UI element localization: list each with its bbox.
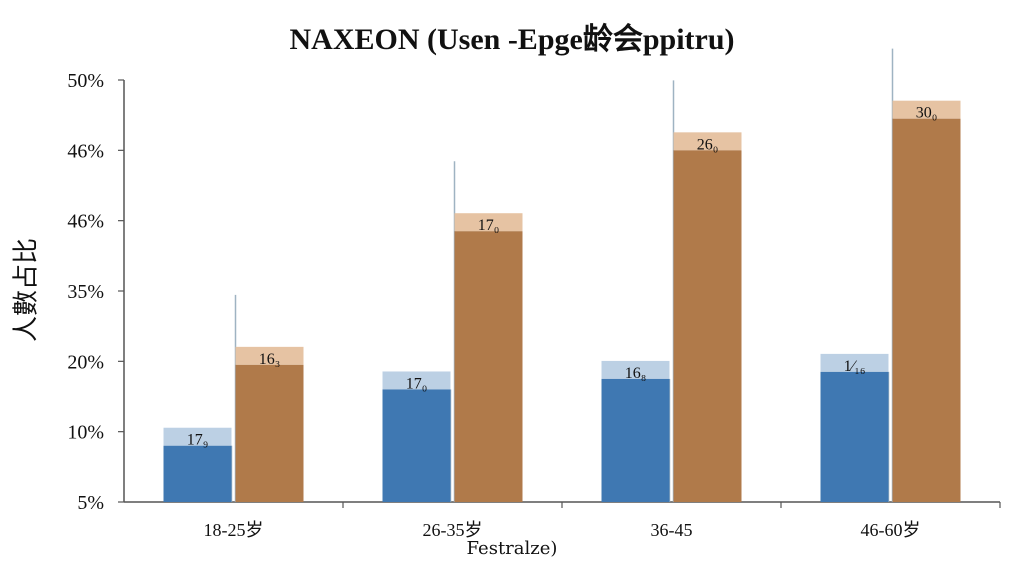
- bar-cap: [820, 353, 889, 372]
- bar: [382, 389, 451, 502]
- bar: [820, 371, 889, 502]
- bar-value-label: 16₈: [625, 365, 647, 382]
- chart-title: NAXEON (Usen -Epge龄会ppitru): [289, 23, 735, 56]
- x-axis-label: Festralze): [466, 538, 558, 559]
- bar-value-label: 30₀: [916, 105, 938, 122]
- bar: [235, 364, 304, 502]
- bar: [673, 150, 742, 503]
- bar-cap: [892, 100, 961, 119]
- bar: [163, 445, 232, 502]
- bar-cap: [235, 346, 304, 365]
- x-tick-label: 18-25岁: [204, 520, 264, 540]
- bar-value-label: 1⁄₁₆: [844, 358, 866, 375]
- bar-value-label: 17₀: [406, 375, 428, 392]
- y-tick-label: 10%: [67, 422, 104, 444]
- bar-cap: [601, 360, 670, 379]
- y-tick-label: 46%: [67, 140, 104, 162]
- x-tick-label: 26-35岁: [423, 520, 483, 540]
- bar-value-label: 16₃: [259, 351, 281, 368]
- bar: [892, 118, 961, 502]
- y-tick-label: 35%: [67, 281, 104, 303]
- x-tick-label: 36-45: [651, 520, 693, 540]
- bar-cap: [454, 213, 523, 232]
- y-tick-label: 20%: [67, 351, 104, 373]
- x-tick-label: 46-60岁: [861, 520, 921, 540]
- bar-value-label: 26₀: [697, 136, 719, 153]
- bar: [601, 378, 670, 502]
- bar-cap: [673, 132, 742, 151]
- bar-value-label: 17₉: [187, 432, 209, 449]
- y-tick-label: 5%: [77, 492, 104, 514]
- y-tick-label: 50%: [67, 70, 104, 92]
- y-tick-label: 46%: [67, 211, 104, 233]
- bar: [454, 231, 523, 502]
- bar-value-label: 17₀: [478, 217, 500, 234]
- bar-cap: [382, 371, 451, 390]
- bar-cap: [163, 427, 232, 446]
